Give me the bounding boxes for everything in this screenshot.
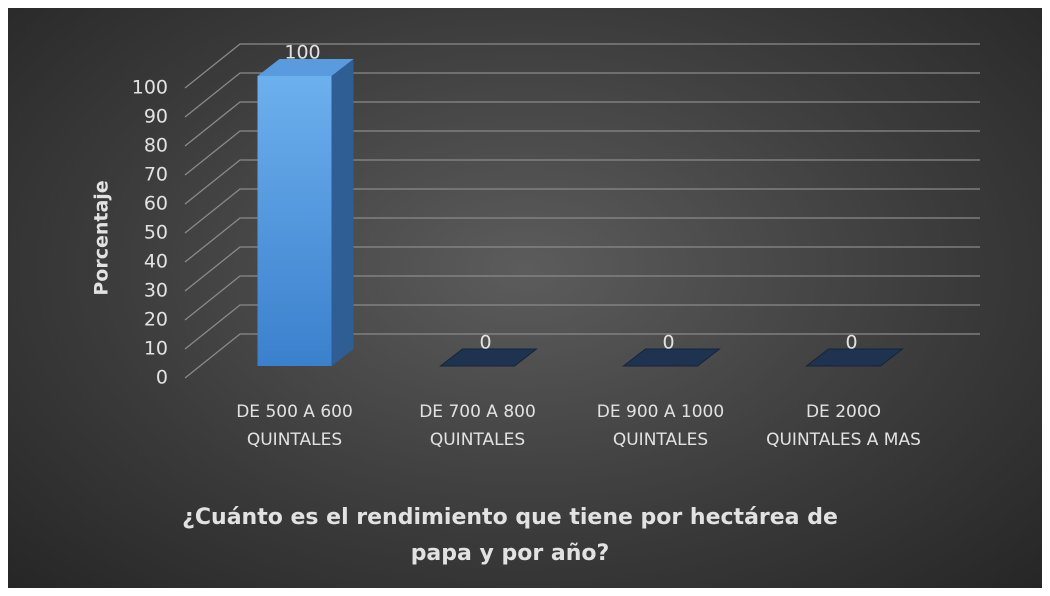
y-tick-label: 20 xyxy=(144,309,168,331)
bar xyxy=(439,348,538,367)
grid-line xyxy=(184,43,980,89)
x-tick-label: DE 500 A 600 QUINTALES xyxy=(236,402,353,450)
bar xyxy=(622,348,721,367)
grid-line xyxy=(184,333,980,379)
y-tick-label: 50 xyxy=(144,222,168,244)
y-tick-label: 10 xyxy=(144,338,168,360)
data-label: 100 xyxy=(284,42,320,64)
grid-line xyxy=(184,246,980,292)
x-tick-label: DE 200O QUINTALES A MAS xyxy=(766,402,921,450)
grid-line xyxy=(184,72,980,118)
bar xyxy=(805,348,904,367)
bar-side xyxy=(331,59,354,366)
grid-line xyxy=(184,188,980,234)
grid-line xyxy=(184,217,980,263)
data-label: 0 xyxy=(845,332,857,354)
y-tick-label: 80 xyxy=(144,135,168,157)
chart-area xyxy=(8,8,1042,588)
grid-line xyxy=(184,159,980,205)
grid-line xyxy=(184,275,980,321)
grid-line xyxy=(184,101,980,147)
grid-line xyxy=(184,130,980,176)
x-tick-label: DE 900 A 1000 QUINTALES xyxy=(596,402,725,450)
y-tick-label: 60 xyxy=(144,193,168,215)
bar-top xyxy=(257,59,354,76)
y-tick-label: 0 xyxy=(156,367,168,389)
x-tick-label: DE 700 A 800 QUINTALES xyxy=(419,402,536,450)
x-axis-title: ¿Cuánto es el rendimiento que tiene por … xyxy=(182,505,838,566)
y-tick-label: 70 xyxy=(144,164,168,186)
data-label: 0 xyxy=(479,332,491,354)
bar xyxy=(257,76,332,366)
data-label: 0 xyxy=(662,332,674,354)
y-tick-label: 90 xyxy=(144,106,168,128)
y-axis-title: Porcentaje xyxy=(91,180,113,295)
y-tick-label: 30 xyxy=(144,280,168,302)
y-tick-label: 100 xyxy=(132,77,168,99)
grid-line xyxy=(184,304,980,350)
y-tick-label: 40 xyxy=(144,251,168,273)
